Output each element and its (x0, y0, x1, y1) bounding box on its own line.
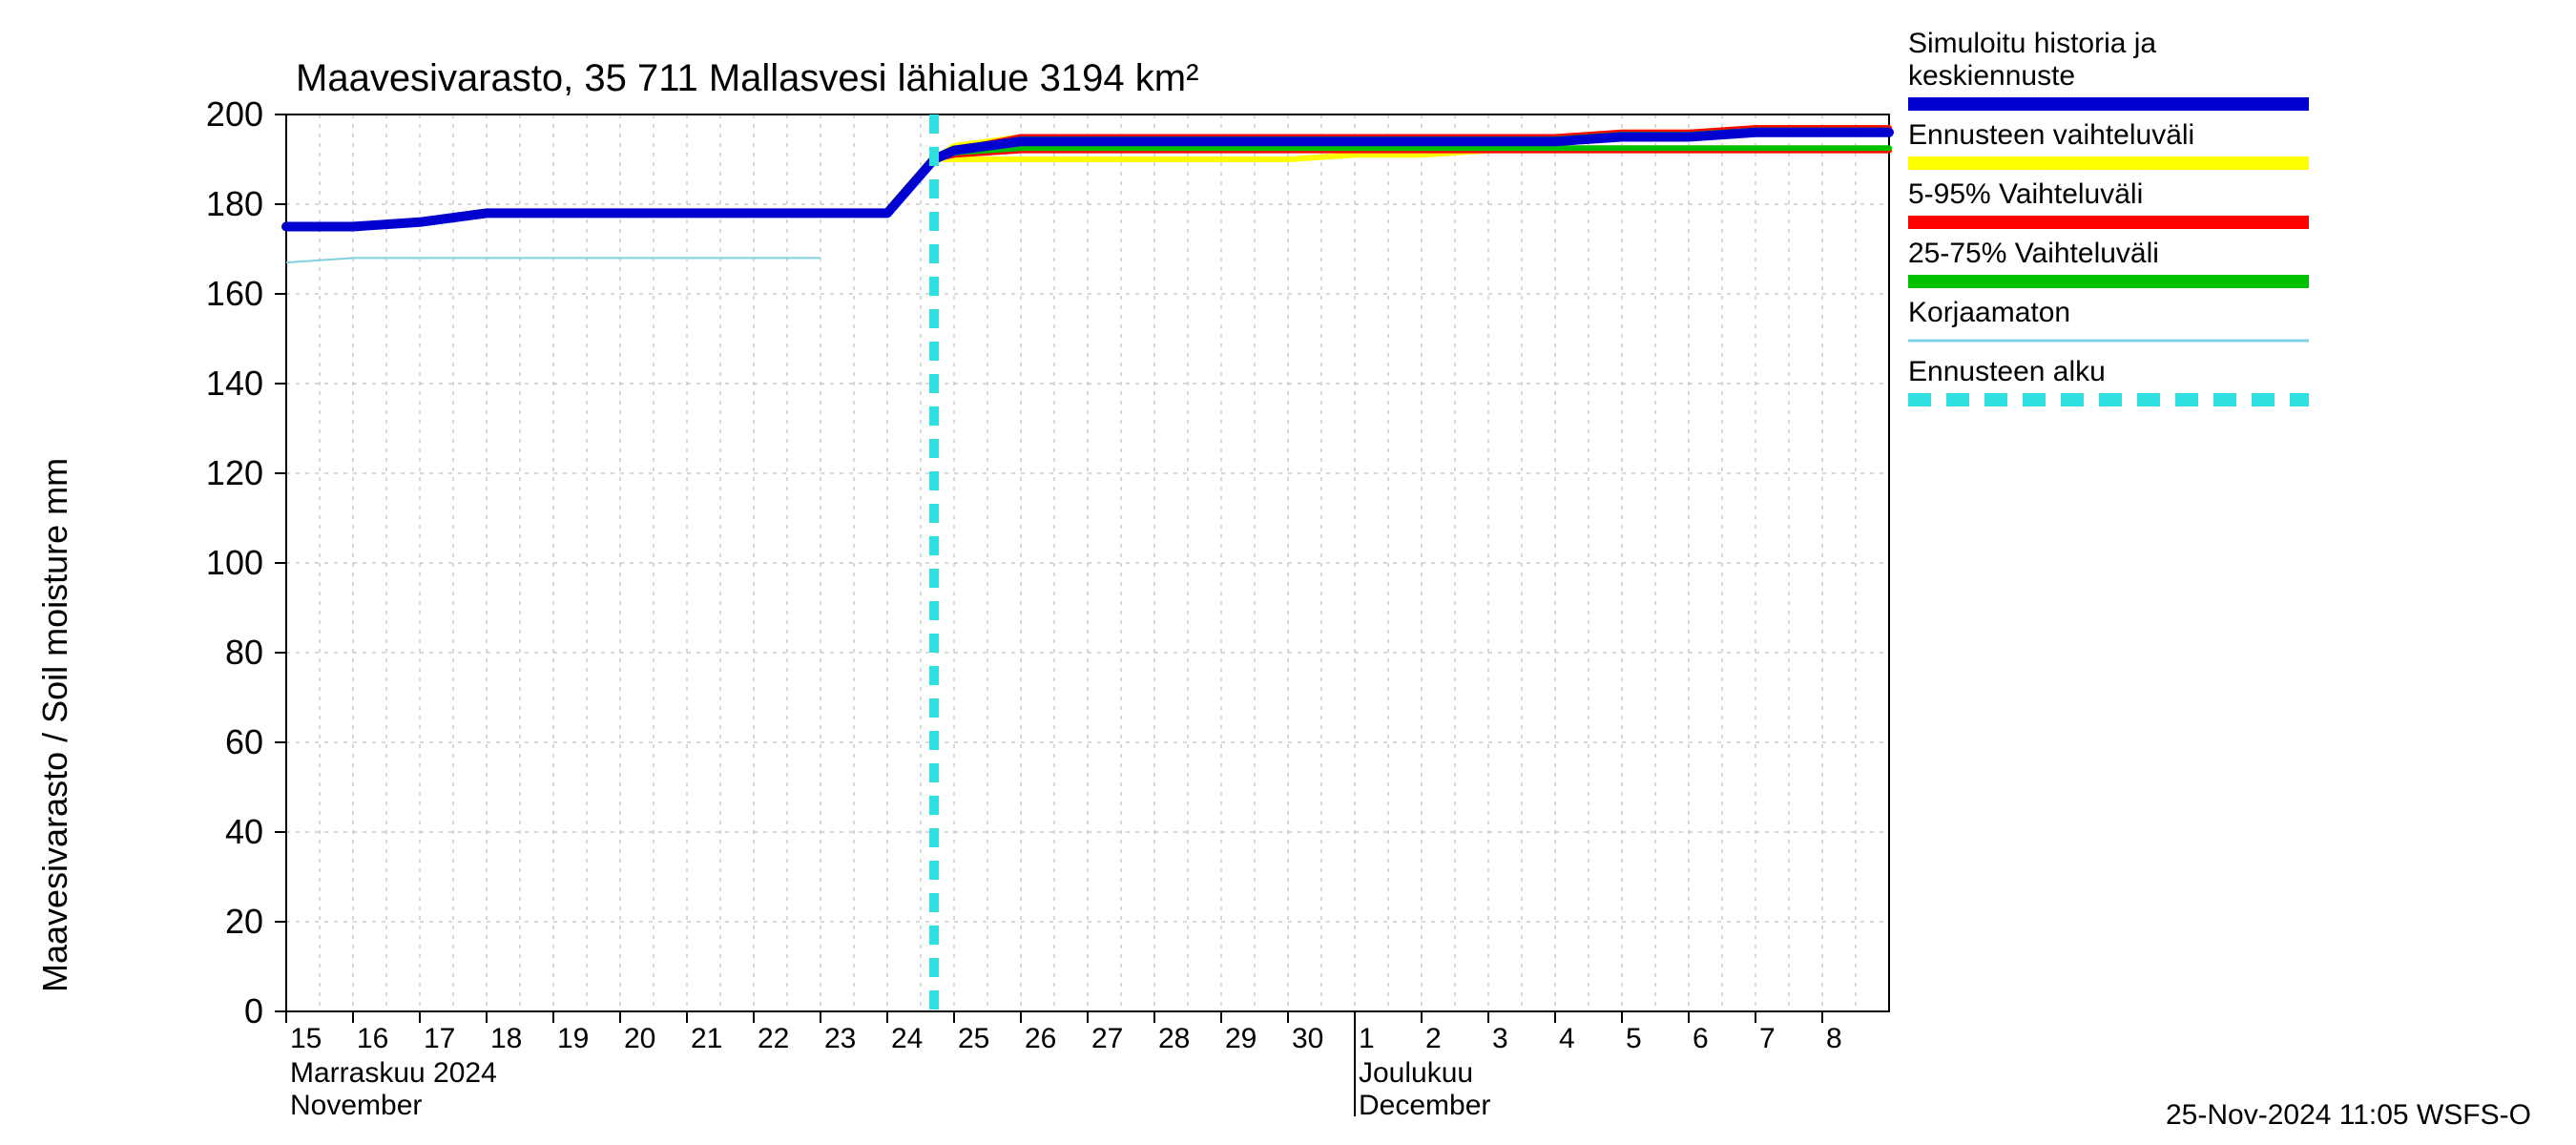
x-tick-label: 20 (624, 1023, 655, 1054)
y-tick-label: 140 (206, 364, 263, 403)
x-tick-label: 4 (1559, 1023, 1575, 1054)
y-tick-label: 200 (206, 94, 263, 134)
x-tick-label: 26 (1025, 1023, 1056, 1054)
x-tick-label: 16 (357, 1023, 388, 1054)
y-tick-label: 60 (225, 722, 263, 761)
x-tick-label: 1 (1359, 1023, 1375, 1054)
x-tick-label: 23 (824, 1023, 856, 1054)
x-tick-label: 24 (891, 1023, 923, 1054)
legend-label: Ennusteen vaihteluväli (1908, 119, 2194, 151)
legend-label: Korjaamaton (1908, 297, 2070, 328)
month-label-en: December (1359, 1090, 1490, 1121)
x-tick-label: 7 (1759, 1023, 1776, 1054)
x-tick-label: 19 (557, 1023, 589, 1054)
x-tick-label: 17 (424, 1023, 455, 1054)
x-tick-label: 21 (691, 1023, 722, 1054)
x-tick-label: 2 (1425, 1023, 1442, 1054)
x-tick-label: 15 (290, 1023, 322, 1054)
x-tick-label: 5 (1626, 1023, 1642, 1054)
y-tick-label: 20 (225, 902, 263, 941)
y-tick-label: 0 (244, 991, 263, 1030)
x-tick-label: 29 (1225, 1023, 1257, 1054)
x-tick-label: 18 (490, 1023, 522, 1054)
y-tick-label: 120 (206, 453, 263, 492)
legend-label: Ennusteen alku (1908, 356, 2106, 387)
legend-label: keskiennuste (1908, 60, 2075, 92)
legend-label: Simuloitu historia ja (1908, 28, 2156, 59)
month-label-fi: Marraskuu 2024 (290, 1057, 497, 1089)
chart-svg: 0204060801001201401601802001516171819202… (0, 0, 2576, 1145)
y-tick-label: 160 (206, 274, 263, 313)
chart-title: Maavesivarasto, 35 711 Mallasvesi lähial… (296, 57, 1198, 99)
month-label-en: November (290, 1090, 422, 1121)
y-tick-label: 180 (206, 184, 263, 223)
legend-label: 25-75% Vaihteluväli (1908, 238, 2159, 269)
x-tick-label: 3 (1492, 1023, 1508, 1054)
x-tick-label: 25 (958, 1023, 989, 1054)
x-tick-label: 30 (1292, 1023, 1323, 1054)
chart-container: 0204060801001201401601802001516171819202… (0, 0, 2576, 1145)
y-tick-label: 80 (225, 633, 263, 672)
x-tick-label: 27 (1091, 1023, 1123, 1054)
y-tick-label: 40 (225, 812, 263, 851)
footer-timestamp: 25-Nov-2024 11:05 WSFS-O (2166, 1099, 2531, 1131)
x-tick-label: 8 (1826, 1023, 1842, 1054)
y-axis-label: Maavesivarasto / Soil moisture mm (35, 458, 74, 992)
x-tick-label: 28 (1158, 1023, 1190, 1054)
legend-label: 5-95% Vaihteluväli (1908, 178, 2143, 210)
x-tick-label: 6 (1693, 1023, 1709, 1054)
month-label-fi: Joulukuu (1359, 1057, 1473, 1089)
x-tick-label: 22 (758, 1023, 789, 1054)
y-tick-label: 100 (206, 543, 263, 582)
